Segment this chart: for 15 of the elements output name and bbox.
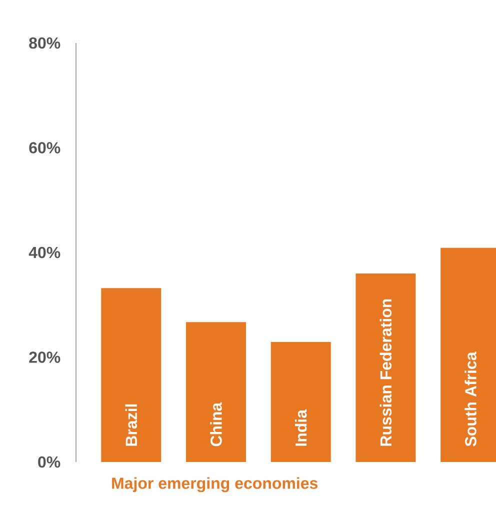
x-axis-title: Major emerging economies: [112, 477, 318, 492]
x-tick-label: India: [294, 409, 307, 446]
x-tick-label: Brazil: [125, 404, 138, 446]
y-tick-label: 0%: [38, 456, 60, 468]
bar: [356, 273, 416, 462]
y-tick-label: 80%: [29, 37, 60, 49]
y-tick-label: 60%: [29, 142, 60, 154]
x-tick-label: Russian Federation: [380, 299, 392, 446]
bar: [101, 288, 162, 462]
bar: [186, 322, 246, 462]
x-tick-label: China: [210, 402, 222, 446]
y-tick-label: 20%: [29, 352, 60, 363]
bar: [270, 342, 331, 462]
y-tick-label: 40%: [28, 246, 60, 258]
x-tick-label: South Africa: [464, 352, 476, 446]
